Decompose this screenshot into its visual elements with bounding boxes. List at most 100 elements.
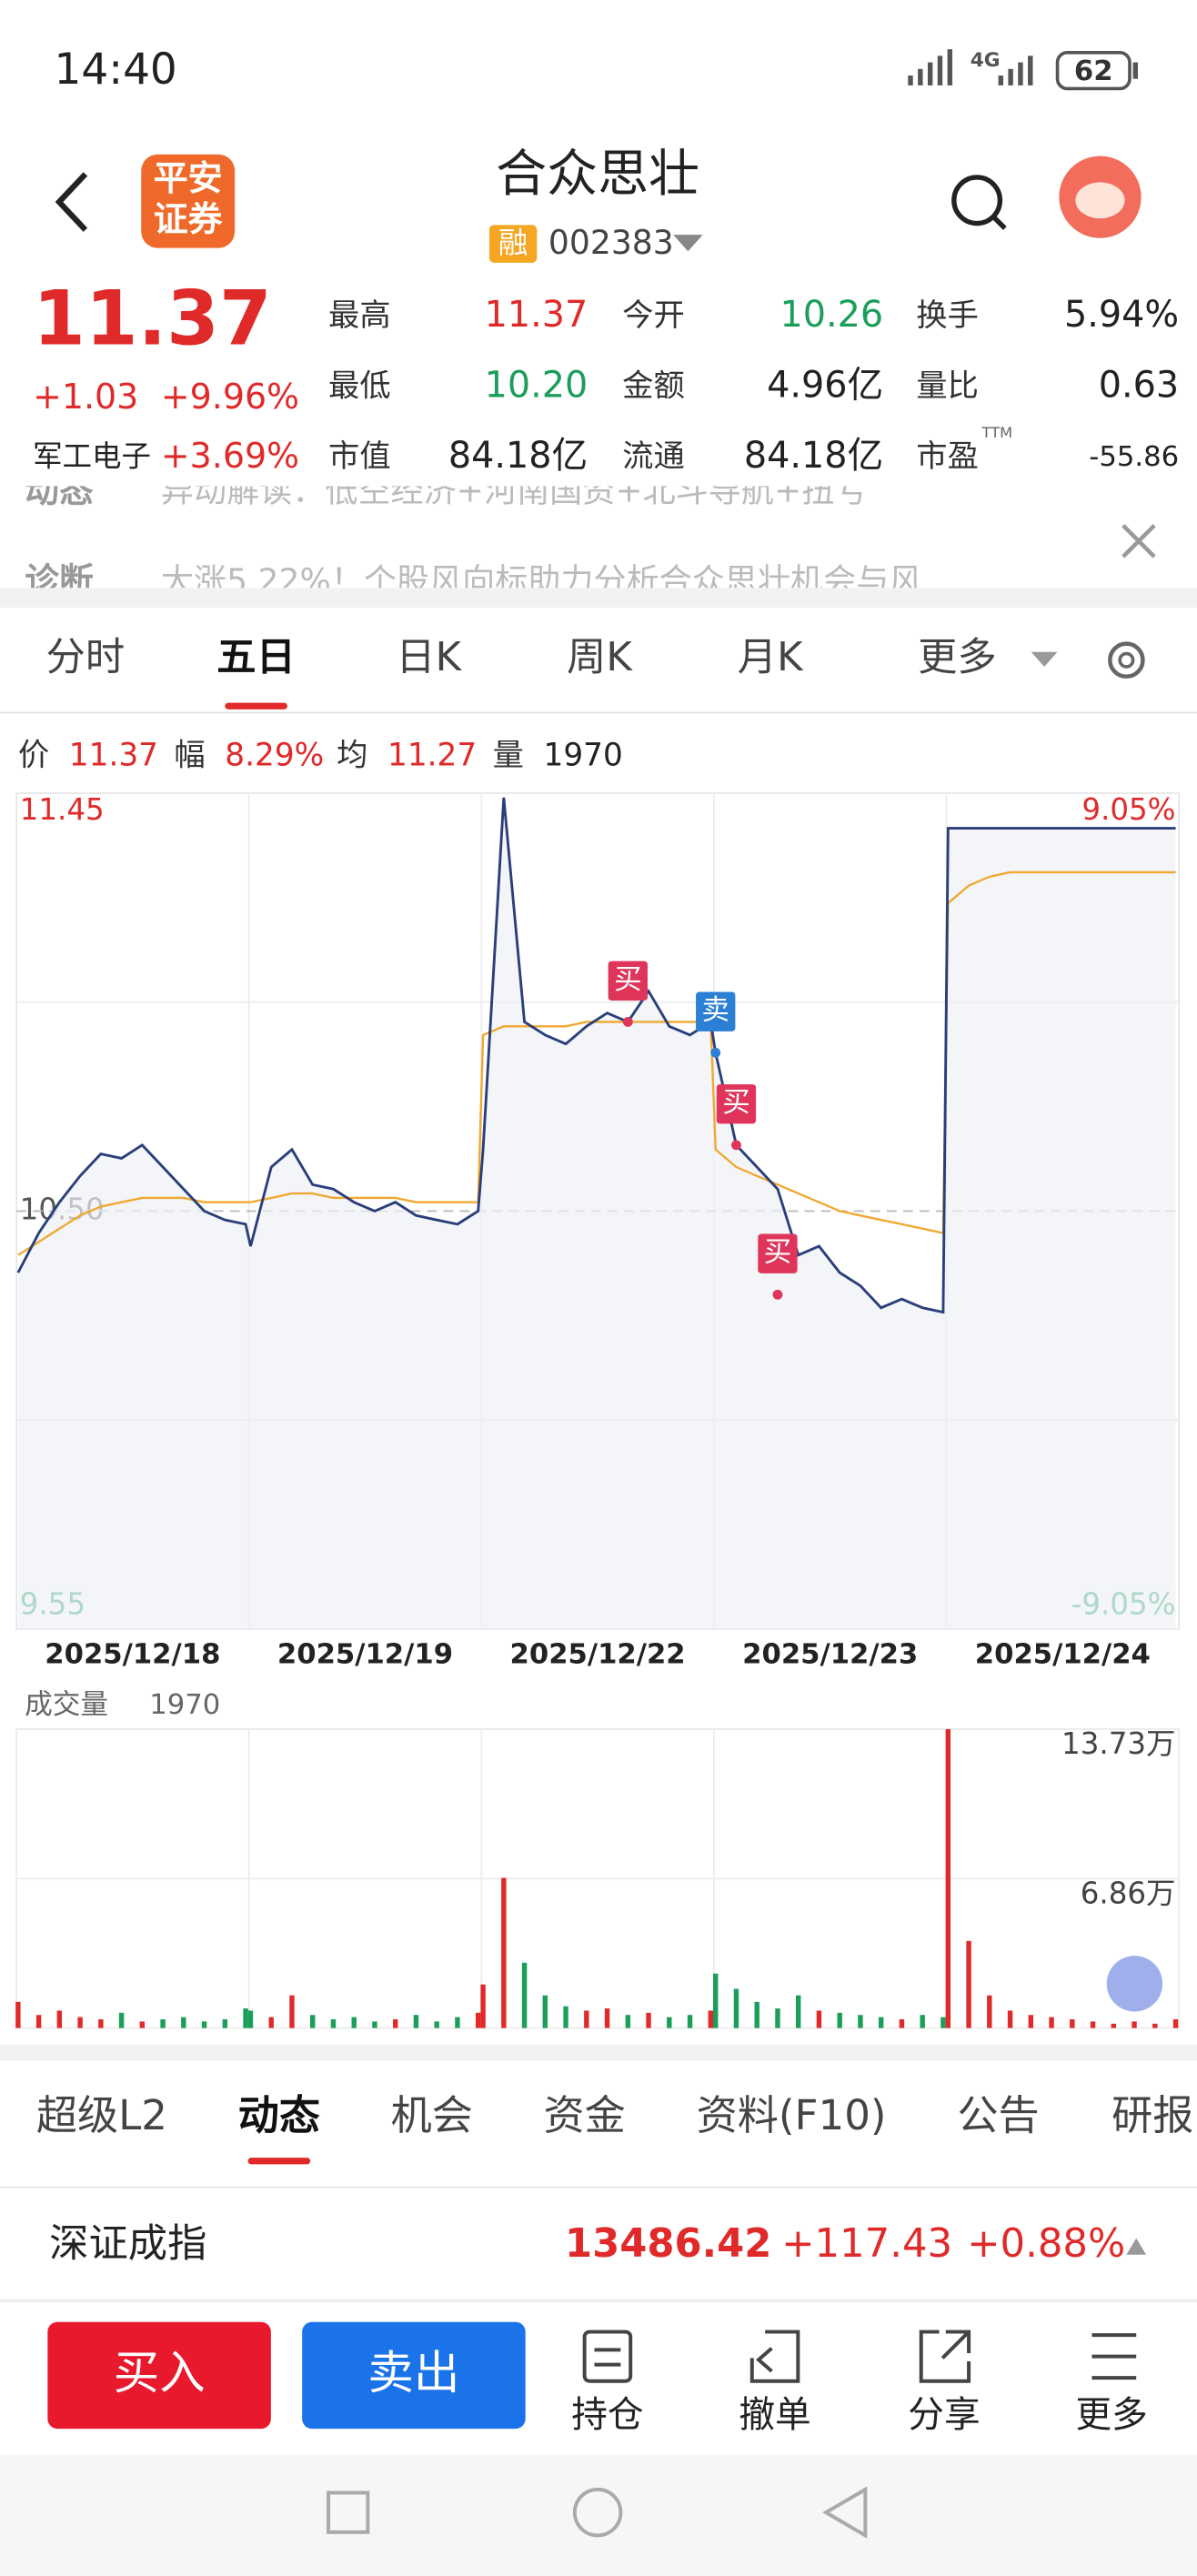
action-label[interactable]: 撤单 [739,2394,810,2436]
volume-bar [940,2017,946,2028]
volume-bar [646,2012,651,2028]
search-handle [991,215,1007,230]
info-value: 1970 [544,738,623,774]
volume-bar [667,2017,672,2028]
volume-bar [351,2017,357,2028]
volume-bar [1152,2023,1158,2028]
battery-level: 62 [1074,55,1113,87]
period-tab[interactable]: 五日 [216,635,296,680]
nav-back[interactable] [822,2486,868,2539]
search-button[interactable] [951,175,1003,226]
field-value: 0.63 [1099,365,1179,407]
volume-bar [413,2015,419,2028]
info-tab[interactable]: 机会 [391,2091,473,2139]
average-line [17,870,1176,1256]
volume-bar [15,2001,21,2028]
volume-bar [1028,2015,1034,2028]
nav-recent[interactable] [327,2490,370,2534]
buy-label: 买入 [114,2346,206,2400]
field-value: 4.96亿 [767,365,883,407]
info-tab[interactable]: 资金 [544,2091,626,2139]
back-button[interactable] [55,172,88,232]
stock-code: 002383 [548,223,674,262]
nav-bar [0,2454,1197,2576]
y2-tick-label: 9.05% [1081,792,1175,827]
stock-name: 合众思壮 [496,145,699,204]
sell-label: 卖出 [367,2346,459,2400]
price: 11.37 [33,275,272,363]
period-tab[interactable]: 月K [738,635,804,680]
volume-bar [480,1984,486,2028]
volume-bar [795,1995,801,2028]
signal-icons [908,49,1033,86]
battery-icon [1055,50,1132,91]
volume-bar [1007,2010,1013,2028]
ttm: TTM [981,424,1013,441]
field-label: 最低 [328,368,391,405]
news-text: 异动解读：低空经济+河南国资+北斗导航+扭亏 [161,471,867,510]
clock: 14:40 [55,45,177,95]
info-value: 11.27 [387,738,477,774]
trade-badge [696,991,736,1031]
field-value: -55.86 [1089,441,1179,473]
fullscreen-button[interactable] [1106,1956,1163,2012]
action-label[interactable]: 更多 [1075,2394,1147,2436]
action-label[interactable]: 持仓 [571,2394,643,2436]
x-tick-label: 2025/12/18 [45,1638,220,1670]
battery-tip [1132,62,1139,79]
buy-button[interactable] [47,2321,271,2430]
y-tick-label: 6.86万 [1081,1876,1176,1910]
volume-bar [1111,2023,1117,2028]
period-tab[interactable]: 更多 [918,635,997,680]
volume-bar [966,1940,971,2028]
info-tab[interactable]: 研报 [1112,2091,1193,2139]
price-line [16,797,1176,1314]
info-label: 量 [493,738,524,774]
x-tick-label: 2025/12/23 [742,1638,918,1670]
change: +1.03 [33,377,138,417]
info-tab[interactable]: 资料(F10) [697,2091,887,2139]
expand-arrow[interactable] [1126,2238,1147,2255]
x-tick-label: 2025/12/22 [510,1638,686,1670]
volume-bar [775,2008,780,2028]
close-news[interactable] [1122,524,1156,558]
avatar-face [1075,182,1125,219]
info-tab[interactable]: 超级L2 [36,2091,167,2139]
action-label[interactable]: 分享 [908,2394,980,2436]
volume-bar [625,2015,631,2028]
x-tick-label: 2025/12/19 [277,1638,453,1670]
logo-text: 平安 [154,158,223,198]
volume-bar [501,1877,507,2028]
divider [0,2299,1197,2303]
settings-button[interactable] [1108,641,1145,679]
period-tab[interactable]: 日K [396,635,462,680]
volume-bar [1049,2017,1054,2028]
logo [141,154,236,248]
field-label: 换手 [916,297,979,334]
volume-bar [899,2018,905,2028]
field-value: 84.18亿 [448,435,588,477]
info-tab[interactable]: 公告 [957,2091,1039,2139]
volume-bar [310,2015,316,2028]
info-tab[interactable]: 动态 [238,2091,320,2139]
volume-bar [920,2015,925,2028]
period-tab[interactable]: 分时 [46,635,126,680]
index-change: +117.43 [781,2221,952,2267]
field-label: 流通 [622,438,685,475]
volume-bar [708,2010,714,2028]
volume-bar [330,2018,337,2028]
nav-home[interactable] [572,2487,623,2538]
trade-badge [716,1084,757,1124]
trade-dot [731,1140,741,1151]
sell-button[interactable] [302,2321,526,2430]
badge-text: 融 [498,226,528,260]
volume-label: 成交量 [25,1689,108,1721]
volume-bar [139,2021,146,2028]
volume-bar [455,2017,460,2028]
period-tab[interactable]: 周K [567,635,633,680]
dropdown-arrow[interactable] [673,235,703,252]
news-tag: 诊断 [25,560,94,600]
volume-bar [733,1988,739,2028]
